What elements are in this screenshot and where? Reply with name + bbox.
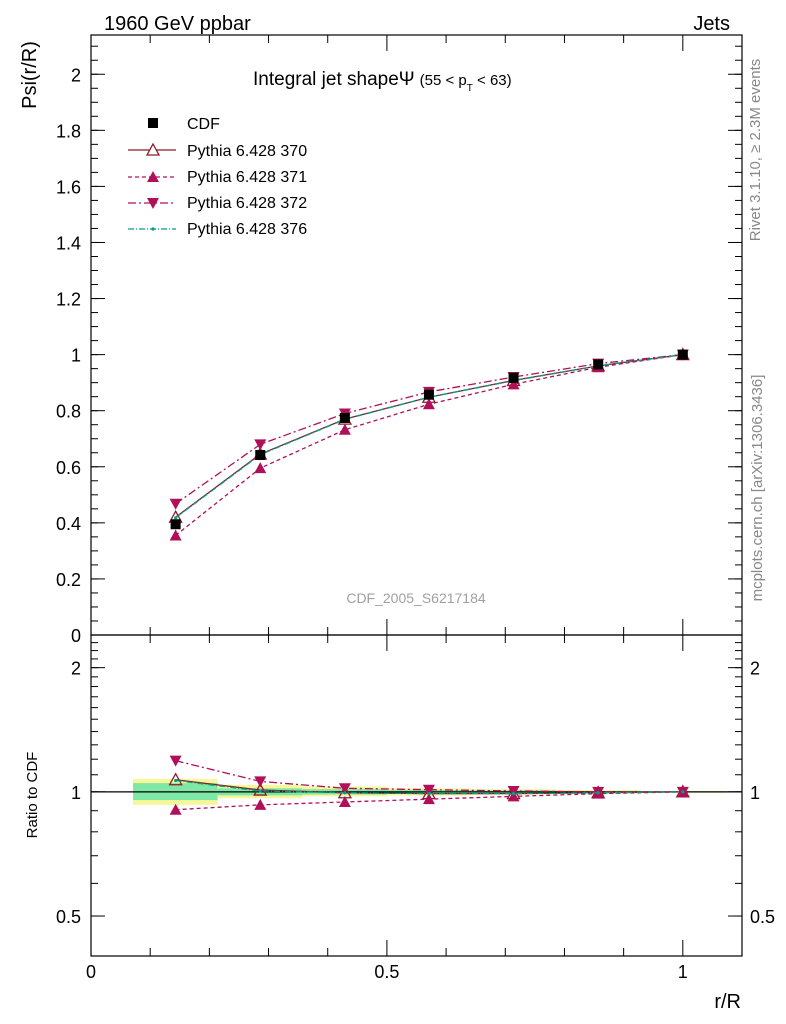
legend-label-py370: Pythia 6.428 370 xyxy=(187,143,307,160)
main-point-cdf xyxy=(423,389,434,400)
main-point-py372 xyxy=(169,498,182,510)
legend-label-py376: Pythia 6.428 376 xyxy=(187,221,307,238)
ratio-point-py371 xyxy=(338,795,351,807)
main-plot-panel: 0 0.2 0.4 0.6 0.8 1 1.2 1.4 1.6 1.8 2 xyxy=(56,34,743,646)
ratio-y-axis-label: Ratio to CDF xyxy=(24,752,41,839)
ratio-point-py371 xyxy=(169,803,182,815)
ratio-point-py372 xyxy=(338,783,351,795)
ratio-y-tick-label: 1 xyxy=(71,783,81,803)
ratio-point-py376 xyxy=(681,790,685,794)
legend: CDF Pythia 6.428 370 Pythia 6.428 371 Py… xyxy=(128,116,307,238)
ratio-point-py372 xyxy=(254,776,267,788)
x-tick-label: 0.5 xyxy=(374,962,399,982)
legend-marker-py370 xyxy=(145,142,161,156)
ratio-y-tick-label-right: 0.5 xyxy=(750,907,775,927)
ratio-y-tick-label: 2 xyxy=(71,659,81,679)
main-point-py371 xyxy=(169,529,182,541)
main-point-py371 xyxy=(338,423,351,435)
ratio-frame xyxy=(90,634,743,957)
ratio-point-py371 xyxy=(254,798,267,810)
main-series-layer xyxy=(168,347,690,541)
main-line-py370 xyxy=(175,353,683,518)
x-tick-label: 1 xyxy=(678,962,688,982)
main-y-tick-label: 1.2 xyxy=(56,290,81,310)
main-y-axis-label: Psi(r/R) xyxy=(19,41,41,109)
main-point-py371 xyxy=(254,462,267,474)
ratio-axis-ticks: 0.5 0.5 1 1 2 2 0 0.5 1 xyxy=(56,635,775,982)
ratio-point-py376 xyxy=(258,789,262,793)
ratio-point-py376 xyxy=(596,791,600,795)
energy-label: 1960 GeV ppbar xyxy=(104,13,251,35)
ratio-point-py371 xyxy=(422,793,435,805)
ratio-point-py376 xyxy=(343,791,347,795)
legend-entry-py370: Pythia 6.428 370 xyxy=(128,142,307,160)
legend-marker-py371 xyxy=(147,171,159,182)
ratio-point-py370 xyxy=(253,782,268,796)
main-series-py376 xyxy=(174,353,685,520)
main-point-cdf xyxy=(255,450,266,460)
main-series-py370 xyxy=(168,347,690,523)
ratio-point-py372 xyxy=(169,755,182,767)
main-point-py372 xyxy=(254,439,267,451)
analysis-watermark: CDF_2005_S6217184 xyxy=(346,590,486,606)
main-point-cdf xyxy=(677,349,688,360)
x-axis-label: r/R xyxy=(714,991,741,1013)
legend-marker-cdf xyxy=(148,118,158,128)
legend-marker-py376 xyxy=(151,227,155,231)
main-series-cdf xyxy=(170,349,688,530)
legend-entry-cdf: CDF xyxy=(148,116,220,133)
main-point-cdf xyxy=(593,359,604,370)
main-point-py371 xyxy=(507,378,520,390)
ratio-plot-panel: 0.5 0.5 1 1 2 2 0 0.5 1 xyxy=(56,634,775,982)
main-point-py371 xyxy=(422,398,435,410)
legend-entry-py376: Pythia 6.428 376 xyxy=(128,221,307,238)
main-y-tick-label: 0 xyxy=(71,626,81,646)
rivet-version-label: Rivet 3.1.10, ≥ 2.3M events xyxy=(747,59,764,242)
ratio-point-py372 xyxy=(422,784,435,796)
legend-marker-py372 xyxy=(147,198,159,209)
legend-label-py372: Pythia 6.428 372 xyxy=(187,195,307,212)
main-y-tick-label: 1 xyxy=(71,346,81,366)
main-series-py372 xyxy=(169,349,689,510)
ratio-point-py370 xyxy=(168,772,183,786)
legend-entry-py371: Pythia 6.428 371 xyxy=(128,169,307,186)
ratio-series-layer xyxy=(168,755,690,815)
ratio-series-py376 xyxy=(174,778,685,796)
ratio-point-py376 xyxy=(174,778,178,783)
main-point-cdf xyxy=(170,519,181,530)
main-title: Integral jet shapeΨ (55 < pT < 63) xyxy=(253,69,512,94)
main-y-tick-label: 1.4 xyxy=(56,233,81,253)
main-y-tick-label: 0.8 xyxy=(56,402,81,422)
ratio-point-py376 xyxy=(511,792,516,796)
main-point-cdf xyxy=(339,412,350,423)
main-y-tick-label: 2 xyxy=(71,65,81,85)
process-label: Jets xyxy=(693,13,730,35)
source-label: mcplots.cern.ch [arXiv:1306.3436] xyxy=(749,375,766,602)
ratio-y-tick-label: 0.5 xyxy=(56,907,81,927)
main-y-tick-label: 0.4 xyxy=(56,514,81,534)
main-y-tick-label: 0.6 xyxy=(56,458,81,478)
legend-label-py371: Pythia 6.428 371 xyxy=(187,169,307,186)
main-series-py371 xyxy=(169,348,689,541)
main-y-tick-label: 1.6 xyxy=(56,177,81,197)
main-y-tick-label: 1.8 xyxy=(56,121,81,141)
ratio-y-tick-label-right: 1 xyxy=(750,783,760,803)
main-line-py376 xyxy=(175,353,683,519)
ratio-y-tick-label-right: 2 xyxy=(750,659,760,679)
main-y-tick-label: 0.2 xyxy=(56,570,81,590)
ratio-point-py372 xyxy=(507,785,520,797)
main-point-py376 xyxy=(174,516,178,520)
legend-entry-py372: Pythia 6.428 372 xyxy=(128,195,307,212)
main-point-cdf xyxy=(508,372,519,383)
legend-label-cdf: CDF xyxy=(187,116,220,133)
ratio-point-py376 xyxy=(427,792,431,796)
main-line-py371 xyxy=(175,353,683,536)
main-line-py372 xyxy=(175,353,683,505)
x-tick-label: 0 xyxy=(86,962,96,982)
main-axis-ticks: 0 0.2 0.4 0.6 0.8 1 1.2 1.4 1.6 1.8 2 xyxy=(56,35,743,646)
